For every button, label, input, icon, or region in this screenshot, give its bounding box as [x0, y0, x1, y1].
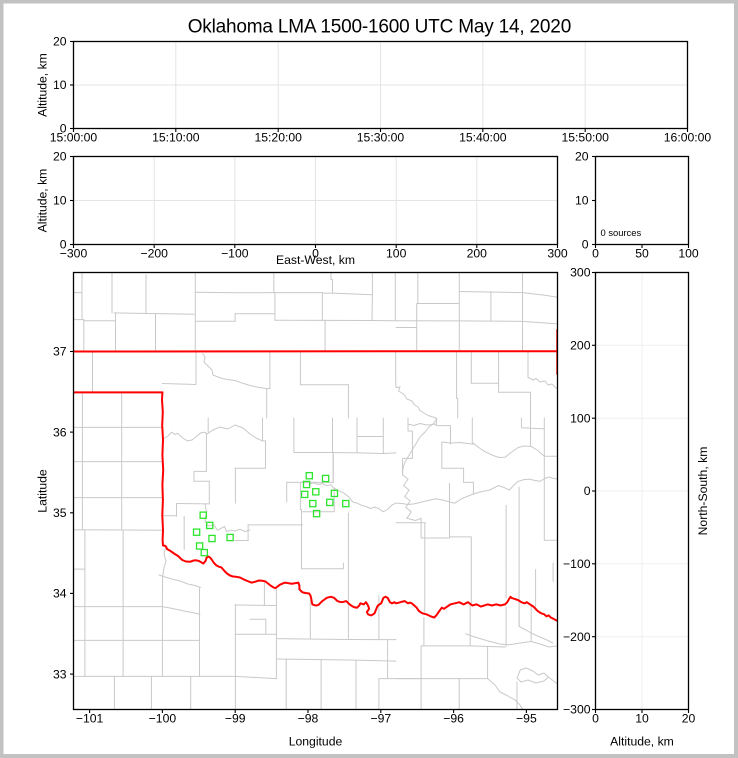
svg-text:50: 50 [635, 246, 649, 260]
svg-text:0: 0 [584, 484, 591, 498]
svg-text:0: 0 [592, 711, 599, 725]
svg-text:0: 0 [312, 246, 319, 260]
svg-text:Altitude, km: Altitude, km [36, 53, 50, 117]
svg-text:20: 20 [575, 150, 589, 164]
svg-text:Altitude, km: Altitude, km [36, 169, 50, 233]
svg-text:Latitude: Latitude [36, 469, 50, 513]
svg-text:Longitude: Longitude [289, 735, 343, 749]
svg-text:−99: −99 [225, 711, 246, 725]
svg-text:−95: −95 [516, 711, 537, 725]
svg-text:0: 0 [60, 238, 67, 252]
svg-text:−300: −300 [563, 703, 591, 717]
svg-text:0: 0 [582, 238, 589, 252]
svg-text:10: 10 [53, 78, 67, 92]
svg-text:−200: −200 [140, 246, 168, 260]
svg-text:0: 0 [592, 246, 599, 260]
svg-text:16:00:00: 16:00:00 [664, 130, 712, 144]
svg-text:20: 20 [682, 711, 696, 725]
svg-text:34: 34 [53, 587, 67, 601]
svg-text:−101: −101 [76, 711, 104, 725]
svg-text:200: 200 [467, 246, 488, 260]
svg-text:−100: −100 [563, 557, 591, 571]
svg-text:0 sources: 0 sources [601, 227, 642, 238]
svg-text:15:50:00: 15:50:00 [561, 130, 609, 144]
svg-text:20: 20 [53, 150, 67, 164]
svg-text:37: 37 [53, 345, 67, 359]
svg-text:−97: −97 [370, 711, 391, 725]
svg-text:36: 36 [53, 425, 67, 439]
svg-text:Altitude, km: Altitude, km [610, 735, 674, 749]
svg-text:−300: −300 [60, 246, 88, 260]
svg-text:−200: −200 [563, 630, 591, 644]
svg-text:33: 33 [53, 667, 67, 681]
svg-text:100: 100 [386, 246, 407, 260]
svg-text:300: 300 [547, 246, 568, 260]
svg-text:15:10:00: 15:10:00 [152, 130, 200, 144]
svg-text:15:40:00: 15:40:00 [459, 130, 507, 144]
svg-text:100: 100 [570, 411, 591, 425]
svg-text:−96: −96 [443, 711, 464, 725]
svg-text:Oklahoma LMA 1500-1600 UTC May: Oklahoma LMA 1500-1600 UTC May 14, 2020 [188, 17, 571, 38]
svg-text:200: 200 [570, 339, 591, 353]
svg-text:0: 0 [60, 122, 67, 136]
svg-text:North-South, km: North-South, km [696, 447, 710, 536]
svg-text:10: 10 [53, 194, 67, 208]
svg-text:−98: −98 [298, 711, 319, 725]
svg-text:10: 10 [575, 194, 589, 208]
svg-text:East-West, km: East-West, km [276, 253, 355, 267]
svg-text:15:20:00: 15:20:00 [254, 130, 302, 144]
svg-text:15:30:00: 15:30:00 [357, 130, 405, 144]
svg-text:10: 10 [635, 711, 649, 725]
svg-text:−100: −100 [149, 711, 177, 725]
svg-text:20: 20 [53, 35, 67, 49]
svg-text:−100: −100 [221, 246, 249, 260]
svg-text:35: 35 [53, 506, 67, 520]
svg-text:100: 100 [678, 246, 699, 260]
svg-text:300: 300 [570, 266, 591, 280]
svg-text:15:00:00: 15:00:00 [50, 130, 98, 144]
